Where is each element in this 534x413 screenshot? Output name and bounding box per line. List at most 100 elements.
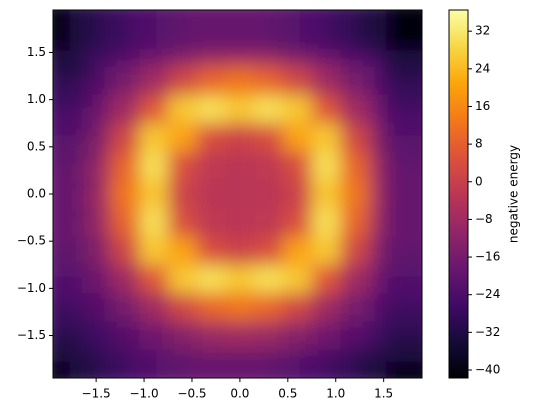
heatmap-cell (168, 293, 197, 322)
heatmap-cell (254, 179, 284, 209)
heatmap-cell (168, 94, 197, 124)
heatmap-cell (283, 321, 312, 350)
x-tick-label: 1.5 (374, 387, 393, 401)
heatmap-cell (110, 236, 140, 265)
heatmap-cell (311, 293, 341, 322)
heatmap-cell (283, 94, 312, 124)
heatmap-cell (225, 236, 255, 265)
colorbar-tick-label: −32 (475, 325, 500, 339)
heatmap-cell (283, 264, 312, 294)
heatmap-cell (196, 94, 226, 124)
heatmap-cell (139, 321, 169, 350)
heatmap-cell (168, 66, 197, 95)
heatmap-cell (139, 293, 169, 322)
colorbar-tick-label: 24 (475, 61, 490, 75)
heatmap-cell (225, 179, 255, 209)
heatmap-cell (139, 94, 169, 124)
heatmap-cell (196, 208, 226, 237)
x-tick-label: 1.0 (326, 387, 345, 401)
heatmap-cell (254, 236, 284, 265)
heatmap-cell (340, 236, 370, 265)
y-tick-label: −0.5 (17, 234, 46, 248)
y-tick-label: 0.0 (27, 187, 46, 201)
heatmap-cell (139, 151, 169, 180)
heatmap-cell (110, 94, 140, 124)
heatmap-cell (311, 179, 341, 209)
heatmap-cell (139, 264, 169, 294)
colorbar-tick-label: −24 (475, 287, 500, 301)
heatmap-cell (168, 179, 197, 209)
heatmap-cell (254, 94, 284, 124)
heatmap-cell (283, 293, 312, 322)
heatmap-cell (311, 66, 341, 95)
heatmap-cell (340, 123, 370, 152)
heatmap-cell (110, 123, 140, 152)
heatmap-cell (225, 123, 255, 152)
heatmap-cell (168, 151, 197, 180)
heatmap-cell (225, 66, 255, 95)
y-tick-label: 1.0 (27, 92, 46, 106)
heatmap-cell (196, 123, 226, 152)
heatmap-cell (196, 293, 226, 322)
heatmap-cell (254, 151, 284, 180)
colorbar-tick-label: 16 (475, 99, 490, 113)
heatmap-cell (139, 179, 169, 209)
heatmap-cell (311, 123, 341, 152)
heatmap-cell (225, 293, 255, 322)
x-tick-label: −1.5 (82, 387, 111, 401)
heatmap-cell (110, 151, 140, 180)
heatmap-cell (254, 321, 284, 350)
heatmap-cell (225, 321, 255, 350)
heatmap-cell (225, 151, 255, 180)
x-tick-label: −0.5 (177, 387, 206, 401)
heatmap-cell (340, 151, 370, 180)
colorbar-tick-label: −40 (475, 363, 500, 377)
heatmap-cell (311, 264, 341, 294)
heatmap-cell (168, 321, 197, 350)
colorbar-tick-label: −8 (475, 212, 493, 226)
heatmap-cell (196, 151, 226, 180)
heatmap-cell (386, 10, 422, 51)
heatmap-cell (283, 179, 312, 209)
heatmap-cell (168, 236, 197, 265)
x-tick-label: −1.0 (129, 387, 158, 401)
heatmap-cell (139, 123, 169, 152)
x-tick-label: 0.0 (230, 387, 249, 401)
heatmap-cell (110, 66, 140, 95)
y-tick-label: 1.5 (27, 45, 46, 59)
heatmap-cell (225, 264, 255, 294)
heatmap-cell (283, 208, 312, 237)
heatmap-cell (283, 66, 312, 95)
y-tick-label: −1.0 (17, 281, 46, 295)
heatmap-cell (254, 66, 284, 95)
y-tick-label: 0.5 (27, 139, 46, 153)
heatmap-cell (311, 94, 341, 124)
heatmap-cell (340, 293, 370, 322)
heatmap-cell (254, 208, 284, 237)
heatmap-cell (110, 179, 140, 209)
heatmap-cell (311, 151, 341, 180)
colorbar-label: negative energy (507, 145, 521, 243)
heatmap-cell (196, 179, 226, 209)
x-tick-label: 0.5 (278, 387, 297, 401)
heatmap-cell (340, 94, 370, 124)
colorbar-tick-label: 8 (475, 137, 483, 151)
heatmap-cell (311, 321, 341, 350)
heatmap-cell (110, 293, 140, 322)
heatmap-cell (168, 123, 197, 152)
heatmap-cell (139, 66, 169, 95)
colorbar (448, 9, 469, 379)
heatmap-cell (340, 66, 370, 95)
heatmap-cell (196, 264, 226, 294)
heatmap-cell (196, 66, 226, 95)
heatmap-cell (283, 236, 312, 265)
heatmap-cell (311, 236, 341, 265)
heatmap-cell (110, 208, 140, 237)
heatmap-cell (340, 321, 370, 350)
heatmap-cell (225, 94, 255, 124)
heatmap-cell (110, 321, 140, 350)
heatmap-cell (254, 293, 284, 322)
heatmap-cell (139, 236, 169, 265)
colorbar-tick-label: −16 (475, 250, 500, 264)
